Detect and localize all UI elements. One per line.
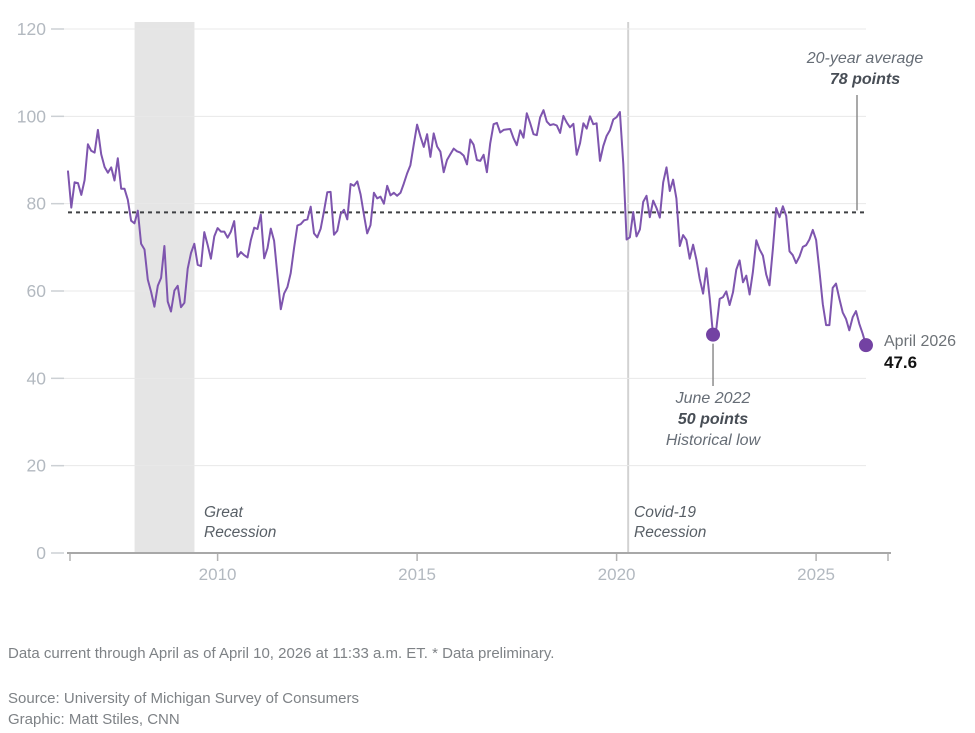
historical-low-annotation: June 2022 50 points Historical low bbox=[628, 388, 798, 451]
data-point-dot bbox=[706, 327, 721, 342]
x-tick-label: 2020 bbox=[598, 565, 636, 584]
plot-area: 0 20 40 60 80 100 120 2010 2015 2020 2025 bbox=[17, 19, 891, 584]
covid-recession-label: Covid-19 Recession bbox=[634, 504, 707, 541]
historical-low-caption: Historical low bbox=[665, 432, 761, 449]
latest-point-date: April 2026 bbox=[884, 333, 957, 350]
y-tick-label: 20 bbox=[27, 456, 47, 476]
average-annotation: 20-year average 78 points bbox=[780, 48, 950, 90]
x-tick-label: 2015 bbox=[398, 565, 436, 584]
historical-low-value: 50 points bbox=[677, 411, 749, 428]
chart-footer: Data current through April as of April 1… bbox=[8, 645, 968, 730]
y-tick-label: 120 bbox=[17, 19, 46, 39]
y-tick-label: 40 bbox=[27, 368, 47, 388]
source-line: Source: University of Michigan Survey of… bbox=[8, 690, 359, 707]
y-tick-label: 80 bbox=[27, 194, 47, 214]
credit-line: Graphic: Matt Stiles, CNN bbox=[8, 711, 180, 728]
average-annotation-label: 20-year average bbox=[806, 50, 924, 67]
footnote: Data current through April as of April 1… bbox=[8, 645, 555, 662]
latest-point-annotation: April 2026 47.6 bbox=[884, 331, 974, 373]
recession-band bbox=[134, 22, 195, 553]
y-tick-label: 0 bbox=[36, 543, 46, 563]
x-tick-label: 2025 bbox=[797, 565, 835, 584]
data-point-dot bbox=[858, 338, 873, 353]
y-tick-label: 100 bbox=[17, 106, 46, 126]
great-recession-label: Great Recession bbox=[204, 504, 277, 541]
latest-point-value: 47.6 bbox=[884, 353, 918, 372]
historical-low-date: June 2022 bbox=[675, 390, 751, 407]
average-annotation-value: 78 points bbox=[829, 71, 901, 88]
sentiment-line bbox=[67, 109, 867, 347]
x-tick-label: 2010 bbox=[199, 565, 237, 584]
y-tick-label: 60 bbox=[27, 281, 47, 301]
